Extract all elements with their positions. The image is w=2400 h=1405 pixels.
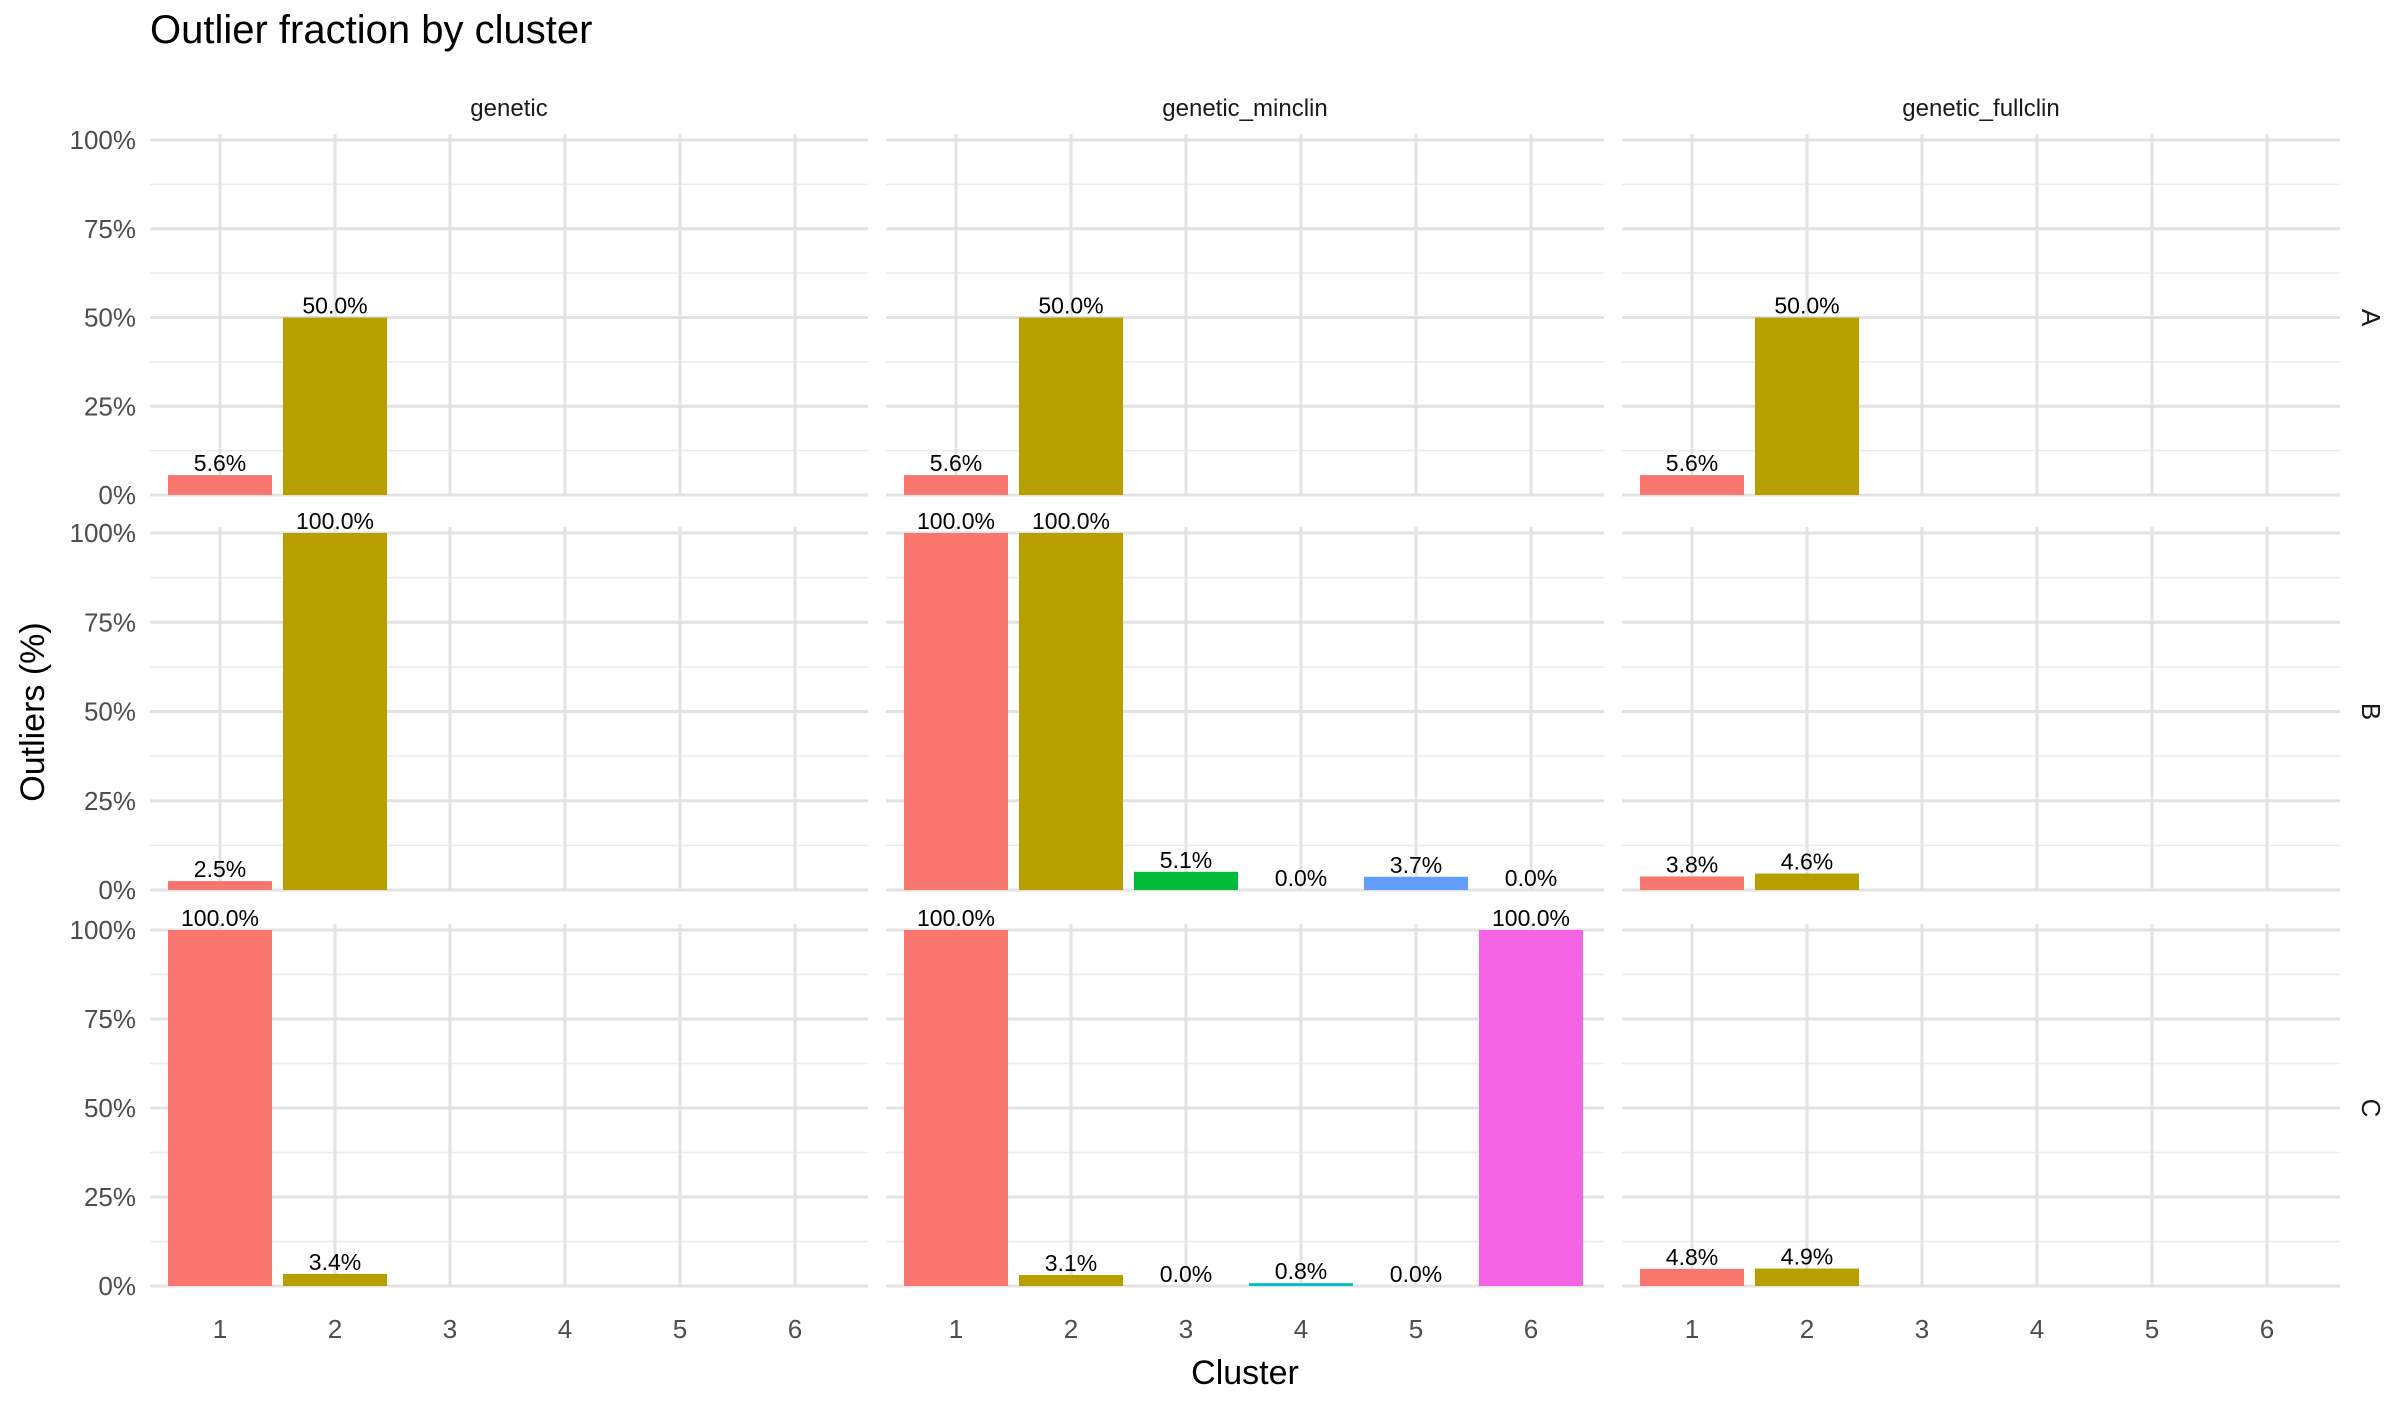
chart-title: Outlier fraction by cluster (150, 8, 593, 52)
y-axis-title: Outliers (%) (14, 622, 52, 801)
data-label: 0.0% (1275, 865, 1327, 891)
y-tick-label: 50% (84, 303, 136, 333)
bar-C-genetic_minclin-cluster-1 (904, 930, 1008, 1286)
bar-A-genetic_fullclin-cluster-2 (1755, 317, 1859, 495)
x-tick-label: 6 (788, 1314, 802, 1344)
y-tick-label: 0% (98, 875, 136, 905)
column-strip-labels: genetic genetic_minclin genetic_fullclin (470, 95, 2059, 122)
x-tick-label: 5 (1409, 1314, 1423, 1344)
bar-A-genetic_minclin-cluster-2 (1019, 317, 1123, 495)
y-tick-label: 75% (84, 214, 136, 244)
data-label: 100.0% (181, 905, 259, 931)
y-tick-label: 25% (84, 1182, 136, 1212)
data-label: 100.0% (1032, 508, 1110, 534)
data-label: 3.4% (309, 1249, 361, 1275)
facet-label-row: C (2356, 1099, 2386, 1118)
x-tick-label: 2 (1800, 1314, 1814, 1344)
x-tick-label: 4 (558, 1314, 572, 1344)
x-tick-label: 3 (1179, 1314, 1193, 1344)
y-tick-label: 0% (98, 1271, 136, 1301)
facet-label-column: genetic_fullclin (1902, 95, 2059, 122)
bar-C-genetic_fullclin-cluster-2 (1755, 1268, 1859, 1286)
bar-B-genetic_minclin-cluster-1 (904, 533, 1008, 890)
x-tick-label: 4 (1294, 1314, 1308, 1344)
bar-C-genetic_fullclin-cluster-1 (1640, 1268, 1744, 1286)
bar-C-genetic_minclin-cluster-6 (1479, 930, 1583, 1286)
bar-A-genetic-cluster-2 (283, 317, 387, 495)
y-tick-label: 25% (84, 786, 136, 816)
y-tick-label: 75% (84, 607, 136, 637)
y-tick-label: 50% (84, 697, 136, 727)
bar-C-genetic-cluster-2 (283, 1273, 387, 1286)
y-tick-label: 25% (84, 391, 136, 421)
bar-B-genetic_fullclin-cluster-1 (1640, 876, 1744, 890)
x-tick-label: 1 (1685, 1314, 1699, 1344)
data-labels: 5.6% 50.0% 5.6% 50.0% 5.6% 50.0% 2.5% 100.0% 100… (181, 293, 1840, 1288)
facet-label-column: genetic (470, 95, 547, 122)
bar-B-genetic-cluster-2 (283, 533, 387, 890)
x-tick-label: 3 (1915, 1314, 1929, 1344)
x-tick-label: 6 (1524, 1314, 1538, 1344)
data-label: 0.0% (1390, 1261, 1442, 1287)
data-label: 3.7% (1390, 852, 1442, 878)
y-tick-label: 100% (70, 915, 137, 945)
data-label: 100.0% (296, 508, 374, 534)
bars (168, 317, 1859, 1286)
bar-B-genetic_minclin-cluster-3 (1134, 871, 1238, 890)
data-label: 50.0% (1774, 293, 1839, 319)
data-label: 4.8% (1666, 1244, 1718, 1270)
bar-B-genetic_minclin-cluster-5 (1364, 876, 1468, 890)
y-tick-label: 100% (70, 518, 137, 548)
x-tick-label: 1 (949, 1314, 963, 1344)
bar-A-genetic_minclin-cluster-1 (904, 475, 1008, 495)
facet-label-row: A (2356, 309, 2386, 327)
bar-C-genetic_minclin-cluster-4 (1249, 1283, 1353, 1286)
y-tick-label: 50% (84, 1093, 136, 1123)
x-tick-label: 5 (673, 1314, 687, 1344)
y-tick-label: 0% (98, 480, 136, 510)
data-label: 5.6% (194, 450, 246, 476)
data-label: 3.1% (1045, 1250, 1097, 1276)
row-strip-labels: A B C (2356, 309, 2386, 1118)
x-tick-labels: 1 2 3 4 5 6 1 2 3 4 5 6 1 2 3 4 5 6 (213, 1314, 2274, 1344)
x-axis-title: Cluster (1191, 1354, 1299, 1392)
data-label: 50.0% (302, 293, 367, 319)
x-tick-label: 2 (1064, 1314, 1078, 1344)
facet-label-row: B (2356, 703, 2386, 720)
y-tick-label: 100% (70, 125, 137, 155)
y-tick-labels: 0% 25% 50% 75% 100% 0% 25% 50% 75% 100% 0% 25% 50% 75… (70, 125, 137, 1301)
x-tick-label: 1 (213, 1314, 227, 1344)
data-label: 50.0% (1038, 293, 1103, 319)
data-label: 100.0% (1492, 905, 1570, 931)
x-tick-label: 5 (2145, 1314, 2159, 1344)
bar-B-genetic_minclin-cluster-2 (1019, 533, 1123, 890)
bar-A-genetic_fullclin-cluster-1 (1640, 475, 1744, 495)
data-label: 4.9% (1781, 1244, 1833, 1270)
data-label: 100.0% (917, 508, 995, 534)
data-label: 0.0% (1160, 1261, 1212, 1287)
data-label: 2.5% (194, 856, 246, 882)
x-tick-label: 6 (2260, 1314, 2274, 1344)
bar-C-genetic_minclin-cluster-2 (1019, 1274, 1123, 1286)
x-tick-label: 2 (328, 1314, 342, 1344)
bar-C-genetic-cluster-1 (168, 930, 272, 1286)
bar-B-genetic-cluster-1 (168, 881, 272, 890)
data-label: 5.1% (1160, 847, 1212, 873)
x-tick-label: 4 (2030, 1314, 2044, 1344)
data-label: 0.0% (1505, 865, 1557, 891)
bar-B-genetic_fullclin-cluster-2 (1755, 873, 1859, 890)
data-label: 3.8% (1666, 851, 1718, 877)
grid-lines (150, 134, 2340, 1288)
data-label: 5.6% (1666, 450, 1718, 476)
x-tick-label: 3 (443, 1314, 457, 1344)
y-tick-label: 75% (84, 1004, 136, 1034)
data-label: 4.6% (1781, 849, 1833, 875)
data-label: 5.6% (930, 450, 982, 476)
data-label: 100.0% (917, 905, 995, 931)
data-label: 0.8% (1275, 1258, 1327, 1284)
bar-A-genetic-cluster-1 (168, 475, 272, 495)
facet-label-column: genetic_minclin (1162, 95, 1327, 122)
